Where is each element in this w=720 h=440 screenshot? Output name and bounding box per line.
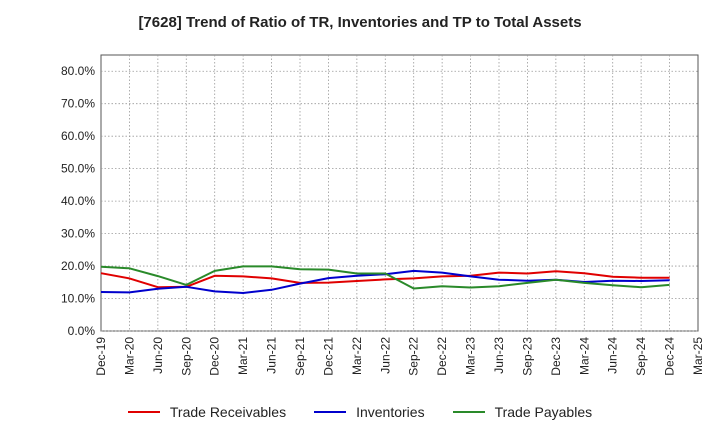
legend-swatch <box>314 411 347 413</box>
x-tick-label: Sep-21 <box>293 337 307 376</box>
x-tick-label: Jun-24 <box>606 337 620 374</box>
x-tick-label: Dec-23 <box>549 337 563 376</box>
x-tick-label: Dec-22 <box>435 337 449 376</box>
y-tick-label: 20.0% <box>61 259 95 273</box>
x-tick-label: Sep-20 <box>179 337 193 376</box>
series-line-trade-payables <box>100 265 670 290</box>
y-tick-label: 50.0% <box>61 162 95 176</box>
y-tick-label: 70.0% <box>61 97 95 111</box>
y-tick-label: 10.0% <box>61 292 95 306</box>
x-tick-label: Jun-23 <box>492 337 506 374</box>
x-tick-label: Sep-23 <box>520 337 534 376</box>
grid-lines <box>101 55 698 332</box>
x-tick-label: Mar-24 <box>577 337 591 375</box>
x-tick-label: Dec-19 <box>94 337 108 376</box>
x-tick-label: Dec-20 <box>208 337 222 376</box>
y-tick-label: 0.0% <box>68 324 96 338</box>
y-tick-label: 30.0% <box>61 227 95 241</box>
x-tick-label: Mar-23 <box>464 337 478 375</box>
x-axis-ticks: Dec-19 Mar-20 Jun-20 Sep-20 Dec-20 Mar-21 Jun-… <box>94 337 705 376</box>
legend-item: Trade Receivables <box>127 404 287 420</box>
y-axis-ticks: 0.0% 10.0% 20.0% 30.0% 40.0% 50.0% 60.0% 70.0% 8… <box>61 64 95 338</box>
y-tick-label: 60.0% <box>61 129 95 143</box>
y-tick-label: 80.0% <box>61 64 95 78</box>
legend-item: Inventories <box>314 404 425 420</box>
series-lines <box>100 265 670 294</box>
x-tick-label: Mar-21 <box>236 337 250 375</box>
x-tick-label: Jun-20 <box>151 337 165 374</box>
x-tick-label: Mar-22 <box>350 337 364 375</box>
x-tick-label: Sep-22 <box>407 337 421 376</box>
legend-swatch <box>127 411 160 413</box>
x-tick-label: Mar-20 <box>122 337 136 375</box>
x-tick-label: Dec-24 <box>663 337 677 376</box>
plot-area <box>100 54 699 332</box>
x-tick-label: Jun-21 <box>265 337 279 374</box>
legend-swatch <box>452 411 485 413</box>
legend-item: Trade Payables <box>452 404 593 420</box>
legend-label: Inventories <box>356 404 425 420</box>
series-line-trade-receivables <box>100 270 670 289</box>
legend: Trade Receivables Inventories Trade Payabl… <box>0 404 720 420</box>
x-tick-label: Mar-25 <box>691 337 705 375</box>
x-tick-label: Jun-22 <box>378 337 392 374</box>
legend-label: Trade Receivables <box>169 404 287 420</box>
chart-title: [7628] Trend of Ratio of TR, Inventories… <box>138 14 582 31</box>
y-tick-label: 40.0% <box>61 194 95 208</box>
x-tick-label: Sep-24 <box>634 337 648 376</box>
legend-label: Trade Payables <box>494 404 593 420</box>
x-tick-label: Dec-21 <box>321 337 335 376</box>
